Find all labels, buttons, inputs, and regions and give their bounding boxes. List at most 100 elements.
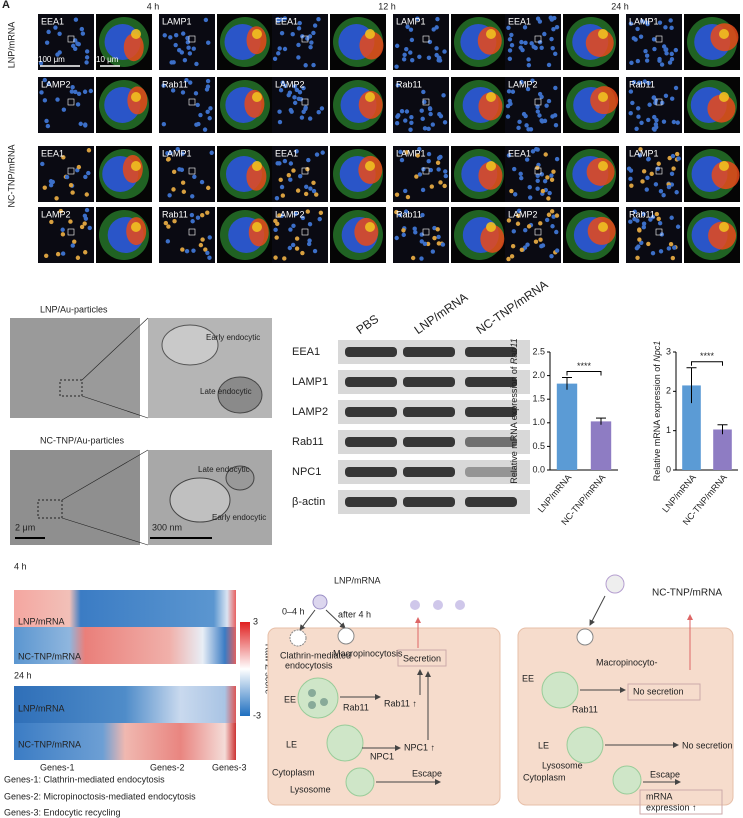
overview-image <box>505 77 561 133</box>
cell-dot <box>171 169 177 175</box>
cell-dot <box>436 241 442 246</box>
cell-dot <box>542 31 547 37</box>
label: Rab11 <box>343 702 369 712</box>
cell-dot <box>542 118 548 124</box>
cell-dot <box>546 196 551 201</box>
cell-dot <box>631 80 637 85</box>
cell-dot <box>518 171 523 177</box>
label: LE <box>286 739 297 749</box>
cell-dot <box>427 106 433 111</box>
cell-dot <box>636 114 641 119</box>
vesicle <box>576 628 594 646</box>
band <box>465 347 517 357</box>
signal <box>486 92 496 102</box>
scale-label: 2 μm <box>15 522 35 532</box>
cell-dot <box>538 237 543 242</box>
cell-dot <box>171 60 176 65</box>
particle <box>433 600 443 610</box>
cell-dot <box>435 16 440 22</box>
cell-dot <box>277 46 282 51</box>
lnp-diagram: LNP/mRNA 0–4 h after 4 h Clathrin-mediat… <box>267 575 501 806</box>
cell-dot <box>199 179 205 185</box>
marker-label: Rab11 <box>396 79 422 89</box>
cell-dot <box>79 26 85 32</box>
cell-dot <box>636 244 641 249</box>
y-tick-label: 1.0 <box>532 417 545 427</box>
marker-label: Rab11 <box>629 209 655 219</box>
zoom-line <box>61 449 149 501</box>
cell-dot <box>652 46 657 52</box>
roi <box>67 228 75 236</box>
cell-dot <box>72 239 77 244</box>
cell-dot <box>398 149 403 155</box>
label: 0–4 h <box>282 606 305 616</box>
cell-dot <box>420 187 426 193</box>
tem-label: Late endocytic <box>198 465 250 474</box>
cell-dot <box>195 215 201 220</box>
cell-dot <box>509 43 515 48</box>
cell-dot <box>75 255 81 260</box>
zoom-line <box>61 517 149 546</box>
cell-dot <box>438 180 443 185</box>
cell-dot <box>526 57 531 62</box>
cell-dot <box>186 45 191 50</box>
roi <box>188 167 196 175</box>
x-tick-label: LNP/mRNA <box>536 472 574 514</box>
cell-dot <box>528 195 533 200</box>
cell-dot <box>436 234 441 240</box>
cell-dot <box>637 80 642 85</box>
signal <box>365 29 375 39</box>
signal <box>252 92 262 102</box>
cell-dot <box>550 224 555 229</box>
lane-label: PBS <box>354 312 382 337</box>
cell-dot <box>667 60 673 65</box>
cell-dot <box>195 102 200 108</box>
cell-dot <box>402 52 407 57</box>
cell-dot <box>205 109 210 115</box>
marker-label: EEA1 <box>41 16 64 26</box>
cell-dot <box>517 119 522 125</box>
cell-dot <box>308 186 313 191</box>
cell-dot <box>39 90 44 95</box>
cell-dot <box>666 246 672 251</box>
cell-dot <box>305 36 310 41</box>
roi <box>422 98 430 106</box>
overview-image <box>393 77 449 133</box>
cell-dot <box>669 182 675 187</box>
cell-dot <box>68 183 74 188</box>
cell-dot <box>306 241 312 247</box>
cell-dot <box>278 177 283 183</box>
cell-dot <box>522 25 528 30</box>
cell-dot <box>669 56 675 62</box>
roi <box>655 228 663 236</box>
cell-dot <box>422 241 428 247</box>
cell-dot <box>543 152 548 157</box>
cell-dot <box>83 250 88 255</box>
cell-dot <box>519 39 524 45</box>
cell-dot <box>203 17 209 23</box>
cell-dot <box>196 121 201 127</box>
marker-label: EEA1 <box>508 148 531 158</box>
signal <box>707 94 736 123</box>
cell-dot <box>76 91 82 96</box>
heatmap-row <box>14 686 236 723</box>
cell-dot <box>674 190 679 195</box>
cell-dot <box>184 77 189 83</box>
cell-dot <box>535 173 540 178</box>
cell-dot <box>84 192 89 197</box>
label: NPC1 ↑ <box>404 742 435 752</box>
marker-label: Rab11 <box>629 79 655 89</box>
cell-dot <box>527 184 532 190</box>
cell-dot <box>435 227 440 232</box>
label: endocytosis <box>285 660 333 670</box>
cell-dot <box>408 50 413 55</box>
cell-dot <box>181 189 187 194</box>
heatmap-row <box>14 590 236 627</box>
band <box>403 347 455 357</box>
cell-dot <box>45 123 51 129</box>
cell-dot <box>419 108 424 113</box>
cell-dot <box>440 242 446 247</box>
label: Escape <box>412 768 442 778</box>
band <box>403 407 455 417</box>
cell-dot <box>70 190 75 195</box>
